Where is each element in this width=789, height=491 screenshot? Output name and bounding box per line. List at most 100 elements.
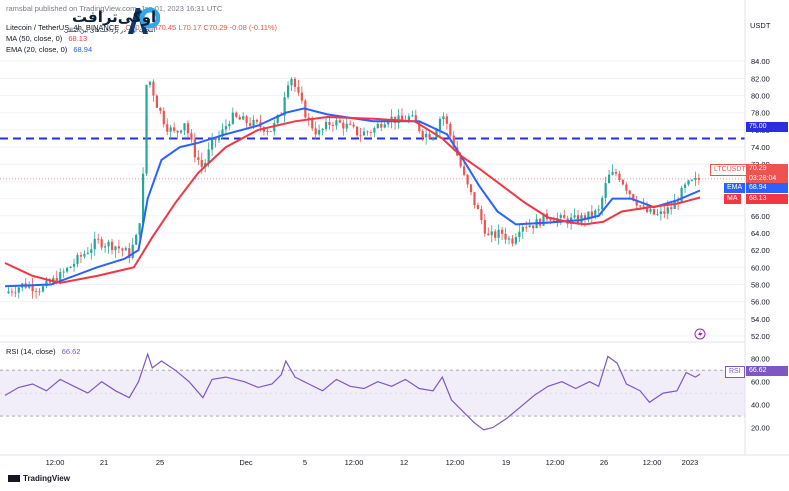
level-75-line[interactable] — [0, 137, 745, 180]
time-tick-label: 12:00 — [546, 458, 565, 467]
candle-body — [345, 123, 348, 129]
ema-tag-label: EMA — [724, 183, 746, 193]
candle-body — [359, 135, 362, 137]
ma-legend[interactable]: MA (50, close, 0) 68.13 — [6, 34, 87, 43]
candle-body — [521, 226, 524, 232]
candle-body — [114, 246, 117, 251]
candle-body — [183, 123, 186, 131]
countdown-text: 03:28:04 — [749, 175, 777, 182]
candle-body — [314, 128, 317, 135]
time-axis[interactable]: 12:00 21 25 Dec 5 12:00 12 12:00 19 12:00 26 12:00 2… — [0, 454, 789, 467]
rsi-legend-value: 66.62 — [61, 347, 81, 356]
candle-body — [352, 124, 355, 127]
candle-body — [335, 120, 338, 126]
candle-body — [369, 132, 373, 133]
candle-body — [152, 81, 155, 96]
candle-body — [476, 205, 480, 210]
candle-body — [93, 238, 96, 250]
candle-body — [428, 133, 431, 139]
candle-body — [66, 267, 69, 272]
candle-body — [618, 173, 621, 181]
candle-body — [211, 137, 214, 150]
publish-source: ramsbal published on TradingView.com, Ja… — [6, 4, 222, 13]
candle-body — [573, 215, 576, 218]
countdown-tag: 03:28:04 — [746, 174, 788, 184]
candle-body — [300, 92, 303, 101]
candle-body — [38, 291, 41, 293]
price-tick-label: 64.00 — [751, 229, 770, 238]
ema-series-line[interactable] — [4, 107, 701, 288]
candle-body — [159, 107, 162, 111]
price-tick-label: 62.00 — [751, 246, 770, 255]
ma-tag-text: 68.13 — [749, 195, 767, 202]
candle-body — [483, 220, 486, 234]
candle-body — [373, 128, 376, 133]
candle-body — [190, 133, 193, 140]
price-tick-label: 80.00 — [751, 92, 770, 101]
candle-body — [418, 122, 421, 132]
candle-body — [694, 177, 697, 180]
candle-body — [62, 271, 65, 273]
candle-body — [238, 116, 241, 120]
candle-body — [7, 291, 10, 294]
ema-legend[interactable]: EMA (20, close, 0) 68.94 — [6, 45, 92, 54]
rsi-legend[interactable]: RSI (14, close) 66.62 — [6, 347, 80, 356]
time-tick-label: 26 — [600, 458, 608, 467]
candle-body — [155, 95, 158, 108]
candle-body — [176, 130, 179, 133]
candle-body — [659, 211, 662, 214]
candle-body — [518, 231, 521, 238]
price-tick-label: 74.00 — [751, 143, 770, 152]
candle-body — [594, 210, 597, 217]
candle-body — [221, 129, 224, 136]
candle-body — [235, 112, 238, 117]
rsi-tick-label: 20.00 — [751, 424, 770, 433]
lightning-icon[interactable] — [694, 328, 706, 340]
candle-body — [421, 131, 424, 138]
candle-body — [214, 137, 217, 141]
symbol-header[interactable]: Litecoin / TetherUS, 4h, BINANCE O70.45 … — [6, 23, 277, 32]
ma-series-line[interactable] — [4, 115, 701, 284]
candle-body — [670, 207, 673, 209]
candle-body — [387, 121, 390, 125]
candle-body — [266, 131, 269, 132]
low-value: L70.17 — [178, 23, 202, 32]
candle-body — [248, 123, 252, 126]
time-tick-label: 12:00 — [643, 458, 662, 467]
candle-body — [69, 266, 72, 268]
candle-body — [656, 213, 659, 215]
time-tick-label: 25 — [156, 458, 164, 467]
candle-body — [104, 246, 107, 248]
candle-body — [59, 271, 62, 283]
candle-body — [141, 173, 145, 224]
rsi-axis[interactable]: 20.00 40.00 60.00 80.00 — [751, 355, 770, 433]
candle-body — [90, 249, 93, 253]
ema-tag-text: 68.94 — [749, 184, 767, 191]
ema-line[interactable] — [4, 107, 701, 288]
candle-body — [563, 215, 566, 219]
time-tick-label: 19 — [502, 458, 510, 467]
rsi-tag-label: RSI — [725, 366, 745, 378]
candle-body — [245, 116, 248, 124]
candle-body — [338, 120, 341, 123]
candle-body — [173, 127, 176, 131]
tradingview-footer[interactable]: TradingView — [8, 474, 70, 483]
rsi-tag-label-text: RSI — [729, 368, 741, 375]
candle-body — [331, 125, 335, 126]
candle-body — [597, 209, 600, 211]
candle-body — [549, 219, 552, 221]
candle-body — [297, 87, 300, 93]
candle-body — [666, 207, 669, 214]
rsi-series-line[interactable] — [4, 352, 701, 431]
candle-body — [532, 225, 535, 229]
candle-body — [463, 166, 466, 175]
candle-body — [683, 184, 687, 188]
change-value: -0.08 (-0.11%) — [229, 23, 278, 32]
candle-body — [407, 116, 410, 122]
rsi-line[interactable] — [4, 352, 701, 431]
ma-line[interactable] — [4, 115, 701, 284]
candle-body — [642, 205, 645, 207]
candle-body — [559, 215, 562, 218]
candle-body — [431, 137, 435, 139]
candle-body — [590, 211, 593, 217]
